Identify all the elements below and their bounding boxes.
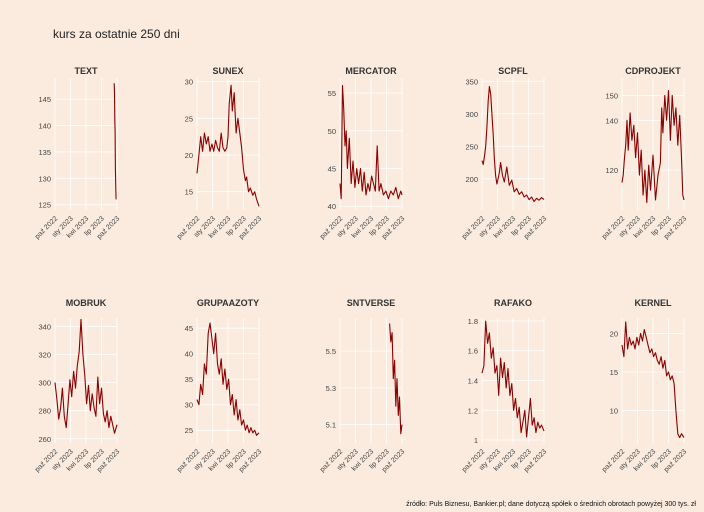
y-tick-label-grupaazoty: 40	[185, 350, 193, 359]
y-tick-label-cdprojekt: 120	[605, 166, 618, 175]
y-tick-label-mercator: 50	[328, 127, 336, 136]
y-tick-label-scpfl: 250	[465, 142, 478, 151]
y-tick-label-mobruk: 280	[38, 407, 51, 416]
y-tick-label-sunex: 30	[185, 78, 193, 87]
y-tick-label-text: 140	[38, 122, 51, 131]
y-tick-label-rafako: 1.8	[468, 317, 478, 326]
y-tick-label-rafako: 1.2	[468, 406, 478, 415]
y-tick-label-text: 130	[38, 174, 51, 183]
series-line-kernel	[621, 321, 685, 439]
y-tick-label-grupaazoty: 30	[185, 401, 193, 410]
series-line-scpfl	[481, 85, 545, 203]
series-line-rafako	[481, 320, 545, 438]
series-line-sntverse	[389, 323, 403, 435]
panel-title-sntverse: SNTVERSE	[347, 298, 396, 308]
panel-title-mercator: MERCATOR	[345, 66, 397, 76]
panel-title-scpfl: SCPFL	[498, 66, 528, 76]
y-tick-label-cdprojekt: 150	[605, 91, 618, 100]
y-tick-label-scpfl: 350	[465, 77, 478, 86]
y-tick-label-scpfl: 200	[465, 175, 478, 184]
y-tick-label-sunex: 15	[185, 188, 193, 197]
y-tick-label-mercator: 55	[328, 89, 336, 98]
y-tick-label-kernel: 10	[610, 407, 618, 416]
series-line-cdprojekt	[621, 89, 685, 204]
y-tick-label-mercator: 40	[328, 202, 336, 211]
y-tick-label-mobruk: 300	[38, 379, 51, 388]
y-tick-label-sunex: 20	[185, 151, 193, 160]
y-tick-label-mercator: 45	[328, 165, 336, 174]
panel-title-grupaazoty: GRUPAAZOTY	[197, 298, 259, 308]
y-tick-label-sunex: 25	[185, 114, 193, 123]
y-tick-label-rafako: 1.6	[468, 347, 478, 356]
panel-title-kernel: KERNEL	[634, 298, 672, 308]
y-tick-label-sntverse: 5.5	[326, 347, 336, 356]
y-tick-label-scpfl: 300	[465, 110, 478, 119]
y-tick-label-text: 135	[38, 148, 51, 157]
panel-title-cdprojekt: CDPROJEKT	[625, 66, 681, 76]
series-line-sunex	[196, 84, 260, 207]
y-tick-label-mobruk: 260	[38, 435, 51, 444]
y-tick-label-mobruk: 340	[38, 322, 51, 331]
y-tick-label-mobruk: 320	[38, 351, 51, 360]
page-title: kurs za ostatnie 250 dni	[53, 27, 180, 41]
y-tick-label-grupaazoty: 25	[185, 426, 193, 435]
panel-title-sunex: SUNEX	[212, 66, 243, 76]
series-line-grupaazoty	[196, 322, 260, 436]
panel-title-text: TEXT	[74, 66, 98, 76]
series-line-mercator	[339, 84, 403, 200]
y-tick-label-grupaazoty: 35	[185, 375, 193, 384]
y-tick-label-sntverse: 5.3	[326, 384, 336, 393]
y-tick-label-text: 145	[38, 95, 51, 104]
series-line-mobruk	[54, 318, 118, 434]
panel-title-mobruk: MOBRUK	[66, 298, 107, 308]
y-tick-label-rafako: 1.4	[468, 377, 478, 386]
y-tick-label-grupaazoty: 45	[185, 324, 193, 333]
y-tick-label-kernel: 20	[610, 329, 618, 338]
y-tick-label-kernel: 15	[610, 368, 618, 377]
source-note: źródło: Puls Biznesu, Bankier.pl; dane d…	[406, 501, 696, 508]
y-tick-label-sntverse: 5.1	[326, 421, 336, 430]
series-line-text	[113, 83, 117, 200]
panel-title-rafako: RAFAKO	[494, 298, 532, 308]
y-tick-label-text: 125	[38, 201, 51, 210]
y-tick-label-rafako: 1	[474, 436, 478, 445]
y-tick-label-cdprojekt: 140	[605, 116, 618, 125]
